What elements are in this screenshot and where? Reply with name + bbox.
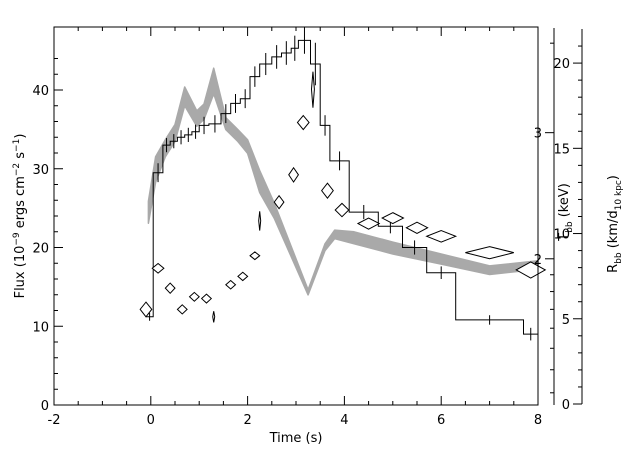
x-axis-label: Time (s) [269, 431, 323, 446]
temperature-diamond-5 [200, 293, 213, 304]
temperature-diamond-16 [334, 202, 350, 218]
flux-axis-label-exp2: −2 [12, 163, 22, 176]
temperature-diamond-20 [425, 230, 458, 243]
temperature-diamond-4 [188, 291, 200, 302]
x-tick-label-2: 2 [243, 413, 251, 428]
temperature-diamond-1 [151, 262, 165, 274]
x-tick-label-4: 4 [340, 413, 348, 428]
flux-tick-label-40: 40 [32, 84, 49, 99]
temperature-diamond-2 [164, 282, 176, 295]
radius-axis-label: Rbb (km/d10 kpc) [606, 175, 624, 273]
temperature-diamond-14 [310, 71, 315, 108]
temperature-diamond-21 [465, 246, 514, 260]
flux-axis-label-exp1: −9 [12, 232, 22, 246]
temperature-diamond-3 [176, 304, 188, 315]
radius-tick-label-10: 10 [553, 228, 570, 243]
temperature-diamond-10 [258, 211, 262, 231]
temperature-tick-label-3: 3 [534, 127, 542, 142]
temperature-axis-label-sub: bb [565, 221, 575, 233]
temperature-diamond-19 [405, 221, 429, 234]
temperature-diamond-18 [381, 212, 405, 225]
radius-tick-label-0: 0 [562, 398, 570, 413]
temperature-diamond-0 [139, 301, 153, 318]
flux-tick-label-30: 30 [32, 163, 49, 178]
radius-tick-label-15: 15 [553, 142, 570, 157]
temperature-diamond-8 [237, 271, 249, 282]
temperature-diamond-7 [225, 279, 237, 290]
flux-tick-label-0: 0 [41, 399, 49, 414]
radius-axis-label-sub2: 10 kpc [614, 180, 624, 210]
x-tick-label-m2: -2 [48, 413, 61, 428]
x-tick-label-6: 6 [437, 413, 445, 428]
radius-axis-label-sub: bb [614, 252, 624, 264]
temperature-diamond-15 [321, 182, 334, 200]
radius-tick-label-5: 5 [562, 313, 570, 328]
temperature-diamond-9 [249, 251, 261, 261]
temperature-diamond-6 [212, 311, 216, 323]
temperature-diamond-13 [296, 114, 310, 131]
x-tick-label-0: 0 [147, 413, 155, 428]
plot-layer [139, 27, 547, 341]
temperature-diamond-11 [273, 194, 285, 210]
flux-tick-label-10: 10 [32, 320, 49, 335]
radius-tick-label-20: 20 [553, 57, 570, 72]
flux-axis-label-exp3: −1 [12, 139, 22, 152]
x-tick-label-8: 8 [534, 413, 542, 428]
flux-axis-label: Flux (10−9 ergs cm−2 s−1) [12, 134, 28, 299]
flux-tick-label-20: 20 [32, 242, 49, 257]
temperature-tick-label-2: 2 [534, 253, 542, 268]
temperature-axis-label: Tbb (keV) [557, 183, 575, 242]
temperature-diamond-12 [288, 166, 300, 183]
temperature-diamond-17 [356, 217, 381, 230]
